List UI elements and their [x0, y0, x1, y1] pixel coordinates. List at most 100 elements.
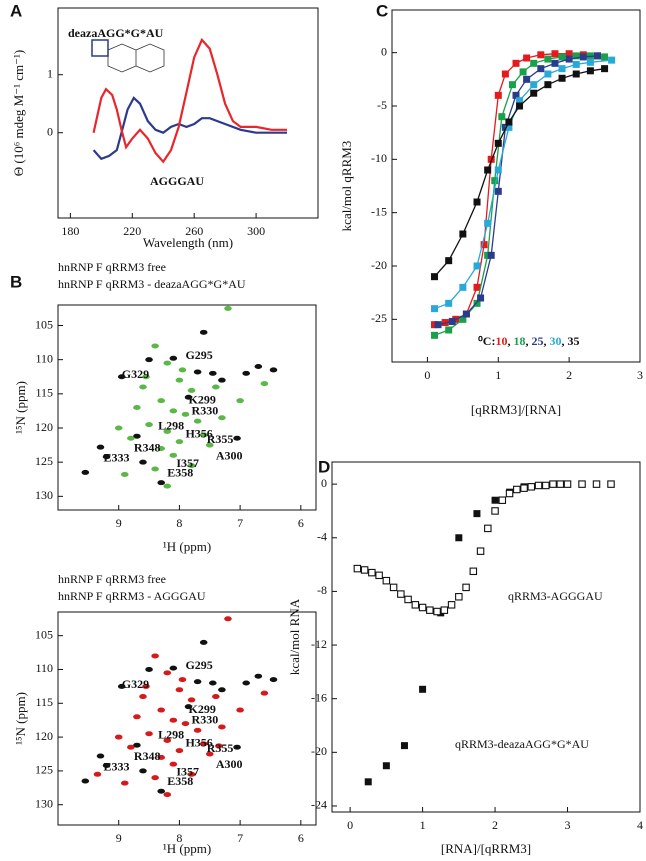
marker	[445, 257, 453, 265]
peak	[81, 469, 90, 475]
peak	[157, 754, 165, 760]
peak	[96, 444, 105, 450]
y-tick-label: 130	[35, 488, 53, 502]
peak	[236, 707, 244, 713]
peak	[175, 748, 184, 754]
x-tick-label: 3	[637, 368, 643, 382]
marker	[601, 65, 609, 73]
peak	[163, 737, 172, 743]
y-tick-label: 105	[35, 317, 53, 331]
marker	[530, 89, 538, 97]
peak	[199, 432, 208, 438]
legend-entry: 18	[513, 334, 525, 348]
peak	[178, 677, 187, 683]
peak	[169, 717, 178, 723]
peak	[254, 673, 263, 679]
residue-label: H356	[185, 427, 212, 441]
marker	[382, 762, 390, 770]
marker	[455, 534, 463, 542]
marker	[501, 70, 509, 78]
y-tick-label: 120	[35, 729, 53, 743]
peak	[142, 683, 150, 689]
plot-frame	[57, 304, 317, 511]
y-tick-label: 115	[35, 695, 53, 709]
marker	[578, 480, 586, 488]
legend-entry: 30	[549, 334, 561, 348]
marker	[426, 606, 434, 614]
peak	[151, 343, 159, 349]
marker	[491, 507, 499, 515]
marker	[411, 601, 420, 609]
marker	[565, 55, 573, 63]
x-tick-label: 7	[237, 831, 243, 845]
marker	[537, 51, 545, 59]
x-tick-label: 0	[347, 818, 353, 832]
marker	[491, 177, 499, 185]
marker	[480, 241, 488, 249]
peak	[209, 680, 217, 686]
peak	[233, 435, 241, 441]
peak	[212, 384, 220, 390]
peak	[181, 411, 190, 417]
marker	[462, 583, 470, 592]
series-label: hnRNP F qRRM3 free	[58, 260, 166, 274]
marker	[537, 65, 545, 73]
peak	[151, 775, 159, 781]
peak	[127, 435, 135, 441]
marker	[459, 230, 467, 238]
plot-frame	[391, 9, 641, 363]
x-tick-label: 1	[420, 818, 426, 832]
marker	[551, 59, 559, 67]
x-tick-label: 2	[492, 818, 498, 832]
marker	[592, 480, 601, 488]
peak	[269, 367, 278, 373]
y-tick-label: -12	[311, 637, 327, 651]
peak	[117, 683, 126, 689]
peak	[215, 743, 223, 749]
y-tick-label: 105	[35, 627, 53, 641]
y-tick-label: 0	[321, 476, 327, 490]
peak	[209, 370, 217, 376]
peak	[169, 355, 178, 361]
marker	[530, 81, 538, 89]
legend-entry: 10	[495, 334, 507, 348]
marker	[440, 606, 449, 614]
peak	[102, 762, 111, 768]
panel-label: A	[10, 1, 22, 20]
peak	[187, 697, 196, 703]
peak	[151, 466, 159, 472]
peak	[163, 483, 172, 489]
marker	[572, 60, 580, 68]
residue-label: L298	[158, 418, 184, 432]
marker	[513, 485, 521, 494]
y-tick-label: 1	[47, 66, 53, 80]
peak	[145, 731, 153, 737]
peak	[187, 463, 196, 469]
residue-label: E333	[104, 759, 130, 773]
marker	[473, 283, 481, 291]
marker	[551, 50, 559, 58]
x-axis-label: [RNA]/[qRRM3]	[441, 841, 531, 856]
peak	[193, 727, 202, 733]
marker	[572, 70, 580, 78]
x-tick-label: 1	[495, 368, 501, 382]
marker	[586, 58, 594, 66]
peak	[175, 439, 184, 445]
marker	[431, 305, 439, 313]
series-label: AGGGAU	[150, 174, 204, 188]
peak	[169, 761, 178, 767]
peak	[133, 433, 141, 439]
peak	[145, 666, 153, 672]
marker	[579, 53, 587, 61]
peak	[163, 792, 172, 798]
peak	[178, 367, 187, 373]
marker	[484, 219, 492, 227]
marker	[484, 524, 492, 533]
marker	[433, 607, 441, 616]
residue-label: R348	[134, 440, 161, 454]
legend-title: ⁰C:	[478, 334, 495, 348]
marker	[544, 55, 552, 63]
residue-label: G295	[185, 658, 212, 672]
peak	[218, 415, 226, 421]
